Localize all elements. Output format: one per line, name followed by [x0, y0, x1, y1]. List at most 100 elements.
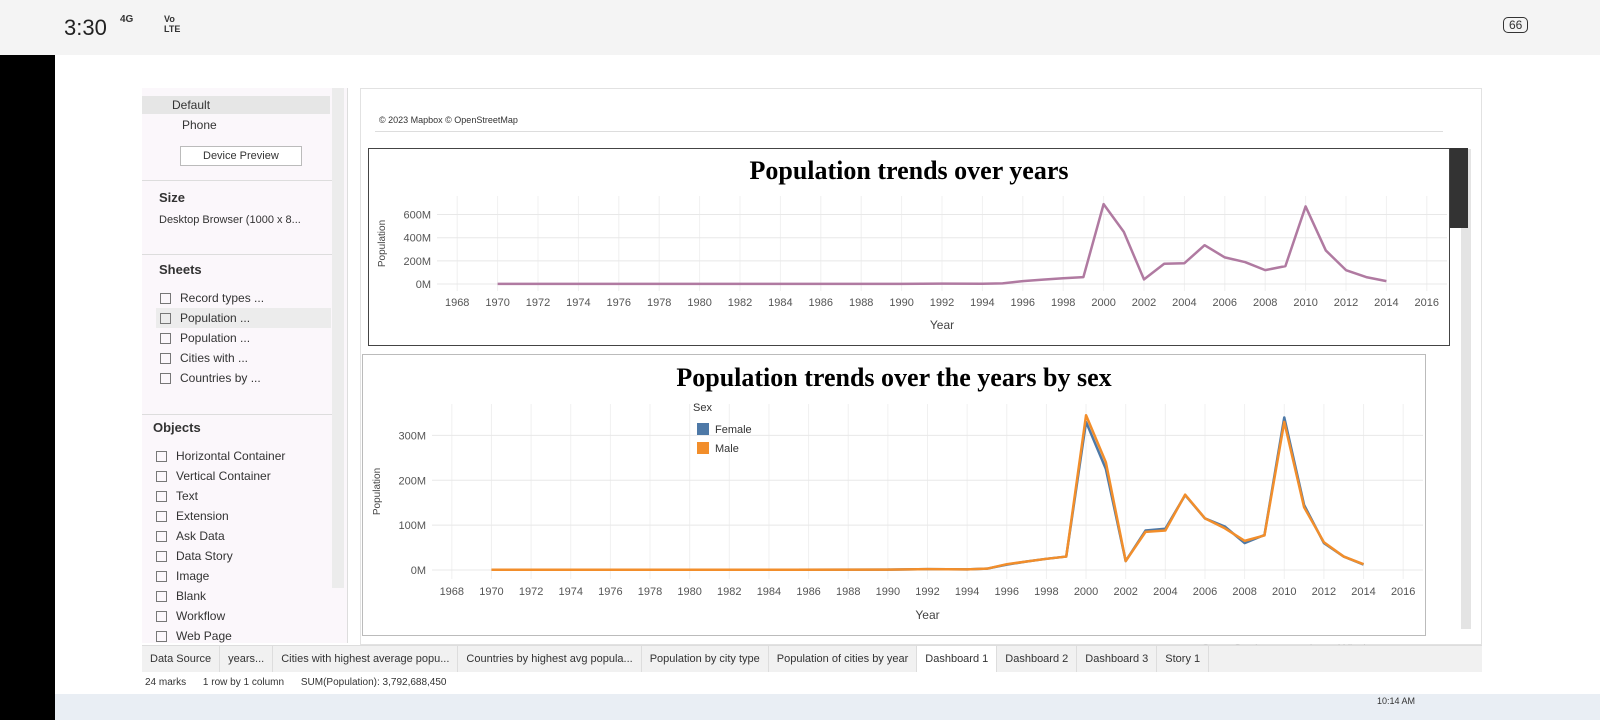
object-item[interactable]: Image	[152, 566, 327, 586]
x-tick-label: 1978	[638, 586, 662, 598]
x-tick-label: 1984	[768, 297, 792, 309]
object-item[interactable]: Horizontal Container	[152, 446, 327, 466]
x-tick-label: 1976	[607, 297, 631, 309]
scrollbar[interactable]	[332, 88, 344, 588]
x-tick-label: 1970	[479, 586, 503, 598]
data-line	[491, 413, 1364, 572]
y-axis-label: Population	[372, 468, 383, 515]
x-tick-label: 1988	[836, 586, 860, 598]
section-heading: Size	[159, 190, 186, 205]
x-tick-label: 1984	[757, 586, 781, 598]
x-tick-label: 1998	[1051, 297, 1075, 309]
separator	[142, 254, 332, 255]
chart-toolbar[interactable]	[1448, 148, 1468, 228]
y-tick-label: 100M	[398, 520, 426, 532]
x-tick-label: 1990	[889, 297, 913, 309]
sheet-item[interactable]: Population ...	[156, 308, 331, 328]
sheet-tab[interactable]: Population of cities by year	[769, 646, 918, 672]
x-tick-label: 1974	[566, 297, 590, 309]
x-tick-label: 2004	[1172, 297, 1196, 309]
object-item[interactable]: Ask Data	[152, 526, 327, 546]
x-tick-label: 1988	[849, 297, 873, 309]
section-heading: Objects	[153, 420, 201, 435]
sheet-tab[interactable]: Population by city type	[642, 646, 769, 672]
layout-option[interactable]: Phone	[182, 118, 217, 132]
chart-container: Population trends over the years by sex Y…	[362, 354, 1426, 636]
object-item[interactable]: Extension	[152, 506, 327, 526]
device-preview-button[interactable]: Device Preview	[180, 146, 302, 166]
sheet-tabs: Data Source years... Cities with highest a…	[142, 645, 1482, 672]
x-tick-label: 1998	[1034, 586, 1058, 598]
size-dropdown[interactable]: Desktop Browser (1000 x 8...	[159, 214, 301, 226]
scrollbar[interactable]	[1461, 149, 1471, 629]
battery: 66	[1503, 17, 1529, 33]
map-view: © 2023 Mapbox © OpenStreetMap	[375, 89, 1443, 132]
legend-title: Sex	[693, 402, 712, 414]
x-tick-label: 2000	[1074, 586, 1098, 598]
object-item[interactable]: Data Story	[152, 546, 327, 566]
x-tick-label: 2008	[1232, 586, 1256, 598]
x-tick-label: 1974	[558, 586, 582, 598]
network: 4G	[120, 14, 134, 25]
x-tick-label: 2012	[1312, 586, 1336, 598]
object-item[interactable]: Web Page	[152, 626, 327, 643]
separator	[142, 414, 332, 415]
x-tick-label: 1994	[970, 297, 994, 309]
object-item[interactable]: Text	[152, 486, 327, 506]
x-tick-label: 1980	[677, 586, 701, 598]
x-tick-label: 2008	[1253, 297, 1277, 309]
chart-title: Population trends over the years by sex	[676, 363, 1111, 392]
sheet-item[interactable]: Population ...	[156, 328, 331, 348]
x-tick-label: 1992	[915, 586, 939, 598]
sheet-tab[interactable]: Data Source	[142, 646, 221, 672]
x-tick-label: 2000	[1091, 297, 1115, 309]
map-credit: © 2023 Mapbox © OpenStreetMap	[379, 115, 518, 125]
sum-info: SUM(Population): 3,792,688,450	[300, 677, 447, 688]
object-item[interactable]: Workflow	[152, 606, 327, 626]
layout-info: 1 row by 1 column	[202, 677, 285, 688]
x-tick-label: 2014	[1351, 586, 1375, 598]
legend-swatch	[697, 423, 709, 435]
sheet-tab[interactable]: Dashboard 1	[917, 646, 998, 672]
x-tick-label: 2010	[1272, 586, 1296, 598]
y-tick-label: 200M	[398, 475, 426, 487]
sidebar: Default Phone Device Preview Size Deskto…	[142, 88, 348, 643]
section-heading: Sheets	[159, 262, 202, 277]
x-tick-label: 1994	[955, 586, 979, 598]
x-tick-label: 2010	[1293, 297, 1317, 309]
separator	[142, 180, 332, 181]
y-axis-label: Population	[377, 220, 388, 267]
object-item[interactable]: Vertical Container	[152, 466, 327, 486]
legend-swatch	[697, 442, 709, 454]
chart: Population trends over years Year Populati…	[377, 156, 1447, 332]
legend-label: Male	[715, 443, 739, 455]
sheet-tab[interactable]: Cities with highest average popu...	[273, 646, 459, 672]
x-tick-label: 1972	[519, 586, 543, 598]
sheet-tab[interactable]: years...	[220, 646, 274, 672]
clock: 3:30	[64, 15, 107, 40]
x-tick-label: 2016	[1415, 297, 1439, 309]
layout-option[interactable]: Default	[172, 98, 211, 112]
sheet-tab[interactable]: Dashboard 3	[1077, 646, 1158, 672]
sheet-tab[interactable]: Countries by highest avg popula...	[458, 646, 642, 672]
marks-count: 24 marks	[145, 677, 187, 688]
x-tick-label: 1968	[440, 586, 464, 598]
taskbar: 10:14 AM	[55, 694, 1600, 720]
selection	[142, 96, 330, 114]
chart-container: Population trends over years Year Populati…	[368, 148, 1450, 346]
sheet-tab[interactable]: Story 1	[1157, 646, 1210, 672]
sheet-item[interactable]: Cities with ...	[156, 348, 331, 368]
sheet-list: Record types ... Population ... Population…	[156, 288, 331, 388]
sheet-tab[interactable]: Dashboard 2	[997, 646, 1078, 672]
sheet-item[interactable]: Countries by ...	[156, 368, 331, 388]
y-tick-label: 0M	[416, 279, 431, 291]
x-tick-label: 1986	[809, 297, 833, 309]
sheet-item[interactable]: Record types ...	[156, 288, 331, 308]
x-tick-label: 2004	[1153, 586, 1177, 598]
y-tick-label: 300M	[398, 430, 426, 442]
object-item[interactable]: Blank	[152, 586, 327, 606]
y-tick-label: 600M	[403, 210, 431, 222]
x-tick-label: 1990	[876, 586, 900, 598]
